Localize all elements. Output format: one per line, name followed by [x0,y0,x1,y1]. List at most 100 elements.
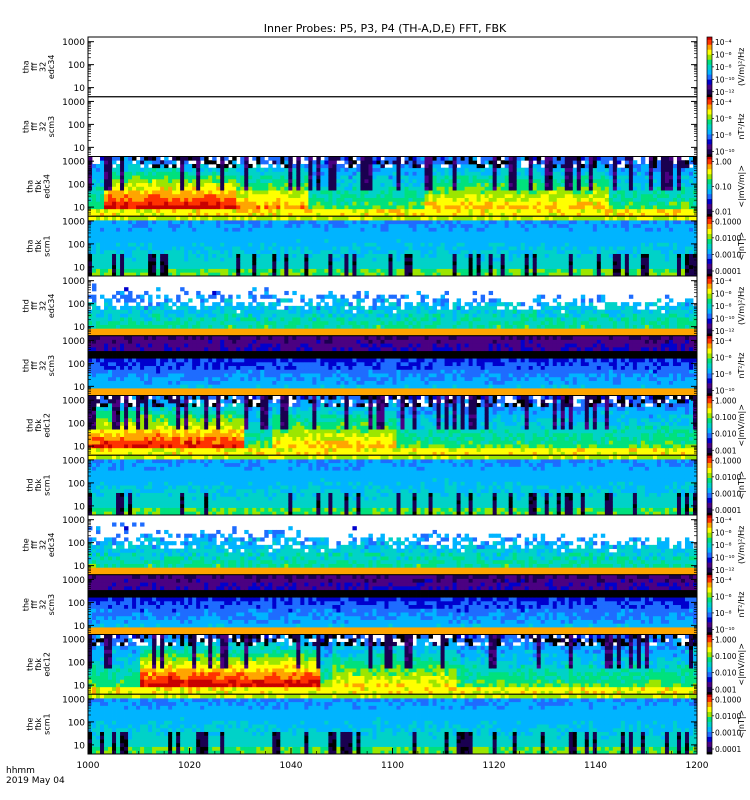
spectrogram-cell [308,183,312,187]
spectrogram-cell [244,164,248,168]
spectrogram-cell [405,175,409,179]
spectrogram-cell [92,194,96,198]
spectrogram-cell [501,190,505,194]
spectrogram-cell [409,168,413,172]
spectrogram-cell [152,168,156,172]
spectrogram-cell [517,168,521,172]
spectrogram-cell [549,190,553,194]
spectrogram-cell [525,194,529,198]
spectrogram-cell [577,209,581,213]
spectrogram-cell [276,186,280,190]
spectrogram-cell [344,157,348,161]
spectrogram-cell [537,209,541,213]
spectrogram-cell [296,168,300,172]
spectrogram-cell [553,171,557,175]
spectrogram-cell [100,209,104,213]
spectrogram-cell [348,179,352,183]
spectrogram-cell [156,198,160,202]
spectrogram-cell [284,160,288,164]
spectrogram-cell [581,194,585,198]
spectrogram-cell [164,205,168,209]
spectrogram-cell [124,168,128,172]
spectrogram-cell [252,183,256,187]
spectrogram-cell [324,209,328,213]
spectrogram-cell [368,171,372,175]
spectrogram-cell [521,179,525,183]
spectrogram-cell [388,209,392,213]
spectrogram-cell [565,168,569,172]
spectrogram-cell [320,175,324,179]
spectrogram-cell [505,160,509,164]
spectrogram-cell [236,179,240,183]
spectrogram-cell [156,190,160,194]
spectrogram-cell [340,168,344,172]
spectrogram-cell [136,186,140,190]
spectrogram-cell [517,205,521,209]
spectrogram-cell [296,190,300,194]
spectrogram-cell [344,183,348,187]
spectrogram-cell [152,164,156,168]
spectrogram-cell [433,171,437,175]
spectrogram-cell [312,175,316,179]
spectrogram-cell [212,190,216,194]
spectrogram-cell [124,183,128,187]
spectrogram-cell [405,171,409,175]
spectrogram-cell [421,194,425,198]
spectrogram-cell [465,209,469,213]
spectrogram-cell [324,186,328,190]
spectrogram-cell [481,157,485,161]
spectrogram-cell [437,179,441,183]
spectrogram-cell [364,171,368,175]
spectrogram-cell [517,164,521,168]
spectrogram-cell [553,179,557,183]
spectrogram-cell [152,186,156,190]
spectrogram-cell [437,186,441,190]
spectrogram-cell [561,157,565,161]
spectrogram-cell [180,157,184,161]
spectrogram-cell [469,209,473,213]
spectrogram-cell [260,157,264,161]
spectrogram-cell [148,168,152,172]
spectrogram-cell [405,160,409,164]
spectrogram-cell [264,198,268,202]
spectrogram-cell [280,190,284,194]
spectrogram-cell [481,168,485,172]
spectrogram-cell [368,201,372,205]
spectrogram-cell [92,164,96,168]
spectrogram-cell [208,209,212,213]
spectrogram-cell [429,186,433,190]
spectrogram-cell [172,183,176,187]
spectrogram-cell [264,194,268,198]
colorbar-step [707,49,712,52]
spectrogram-cell [232,179,236,183]
spectrogram-cell [240,157,244,161]
spectrogram-cell [533,157,537,161]
spectrogram-cell [308,205,312,209]
spectrogram-cell [429,201,433,205]
spectrogram-cell [172,194,176,198]
spectrogram-cell [493,179,497,183]
spectrogram-cell [461,205,465,209]
spectrogram-cell [192,198,196,202]
spectrogram-cell [336,164,340,168]
spectrogram-cell [368,209,372,213]
spectrogram-cell [445,179,449,183]
spectrogram-cell [112,186,116,190]
spectrogram-cell [332,190,336,194]
spectrogram-cell [348,160,352,164]
spectrogram-cell [260,198,264,202]
colorbar-tick-label: 10⁻¹² [715,88,735,97]
spectrogram-cell [561,164,565,168]
spectrogram-cell [296,160,300,164]
spectrogram-cell [577,179,581,183]
spectrogram-cell [168,190,172,194]
spectrogram-cell [473,198,477,202]
spectrogram-cell [485,179,489,183]
spectrogram-cell [364,157,368,161]
spectrogram-cell [344,205,348,209]
spectrogram-cell [308,171,312,175]
colorbar-step [707,149,712,152]
spectrogram-cell [128,186,132,190]
spectrogram-cell [401,205,405,209]
spectrogram-cell [176,209,180,213]
